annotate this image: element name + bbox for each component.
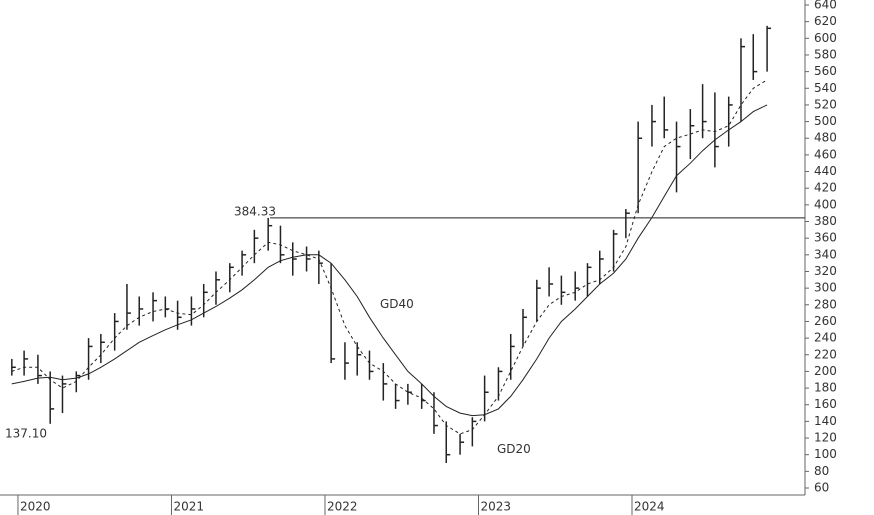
y-tick-label: 120 [814, 431, 837, 445]
y-tick-label: 520 [814, 97, 837, 111]
y-tick-label: 220 [814, 347, 837, 361]
y-tick-label: 420 [814, 181, 837, 195]
y-tick-label: 300 [814, 281, 837, 295]
y-tick-label: 100 [814, 447, 837, 461]
y-tick-label: 620 [814, 14, 837, 28]
y-tick-label: 180 [814, 381, 837, 395]
moving-average [11, 79, 768, 435]
high-label: 384.33 [234, 204, 276, 218]
y-tick-label: 320 [814, 264, 837, 278]
y-tick-label: 400 [814, 197, 837, 211]
series-label: GD20 [497, 442, 531, 456]
y-tick-label: 140 [814, 414, 837, 428]
series-label: GD40 [380, 297, 414, 311]
x-tick-label: 2024 [634, 500, 665, 514]
y-tick-label: 200 [814, 364, 837, 378]
x-tick-label: 2023 [480, 500, 511, 514]
moving-average [11, 104, 768, 417]
y-tick-label: 340 [814, 247, 837, 261]
x-tick-label: 2022 [327, 500, 358, 514]
y-tick-label: 580 [814, 47, 837, 61]
y-tick-label: 640 [814, 0, 837, 11]
y-tick-label: 280 [814, 297, 837, 311]
y-tick-label: 480 [814, 131, 837, 145]
y-tick-label: 360 [814, 231, 837, 245]
y-tick-label: 80 [814, 464, 829, 478]
low-label: 137.10 [5, 426, 47, 440]
y-tick-label: 380 [814, 214, 837, 228]
y-tick-label: 160 [814, 397, 837, 411]
y-tick-label: 260 [814, 314, 837, 328]
y-tick-label: 60 [814, 481, 829, 495]
y-tick-label: 240 [814, 331, 837, 345]
y-tick-label: 440 [814, 164, 837, 178]
x-tick-label: 2021 [173, 500, 204, 514]
y-tick-label: 460 [814, 147, 837, 161]
y-tick-label: 600 [814, 31, 837, 45]
x-tick-label: 2020 [20, 500, 51, 514]
y-tick-label: 540 [814, 81, 837, 95]
y-tick-label: 560 [814, 64, 837, 78]
y-tick-label: 500 [814, 114, 837, 128]
